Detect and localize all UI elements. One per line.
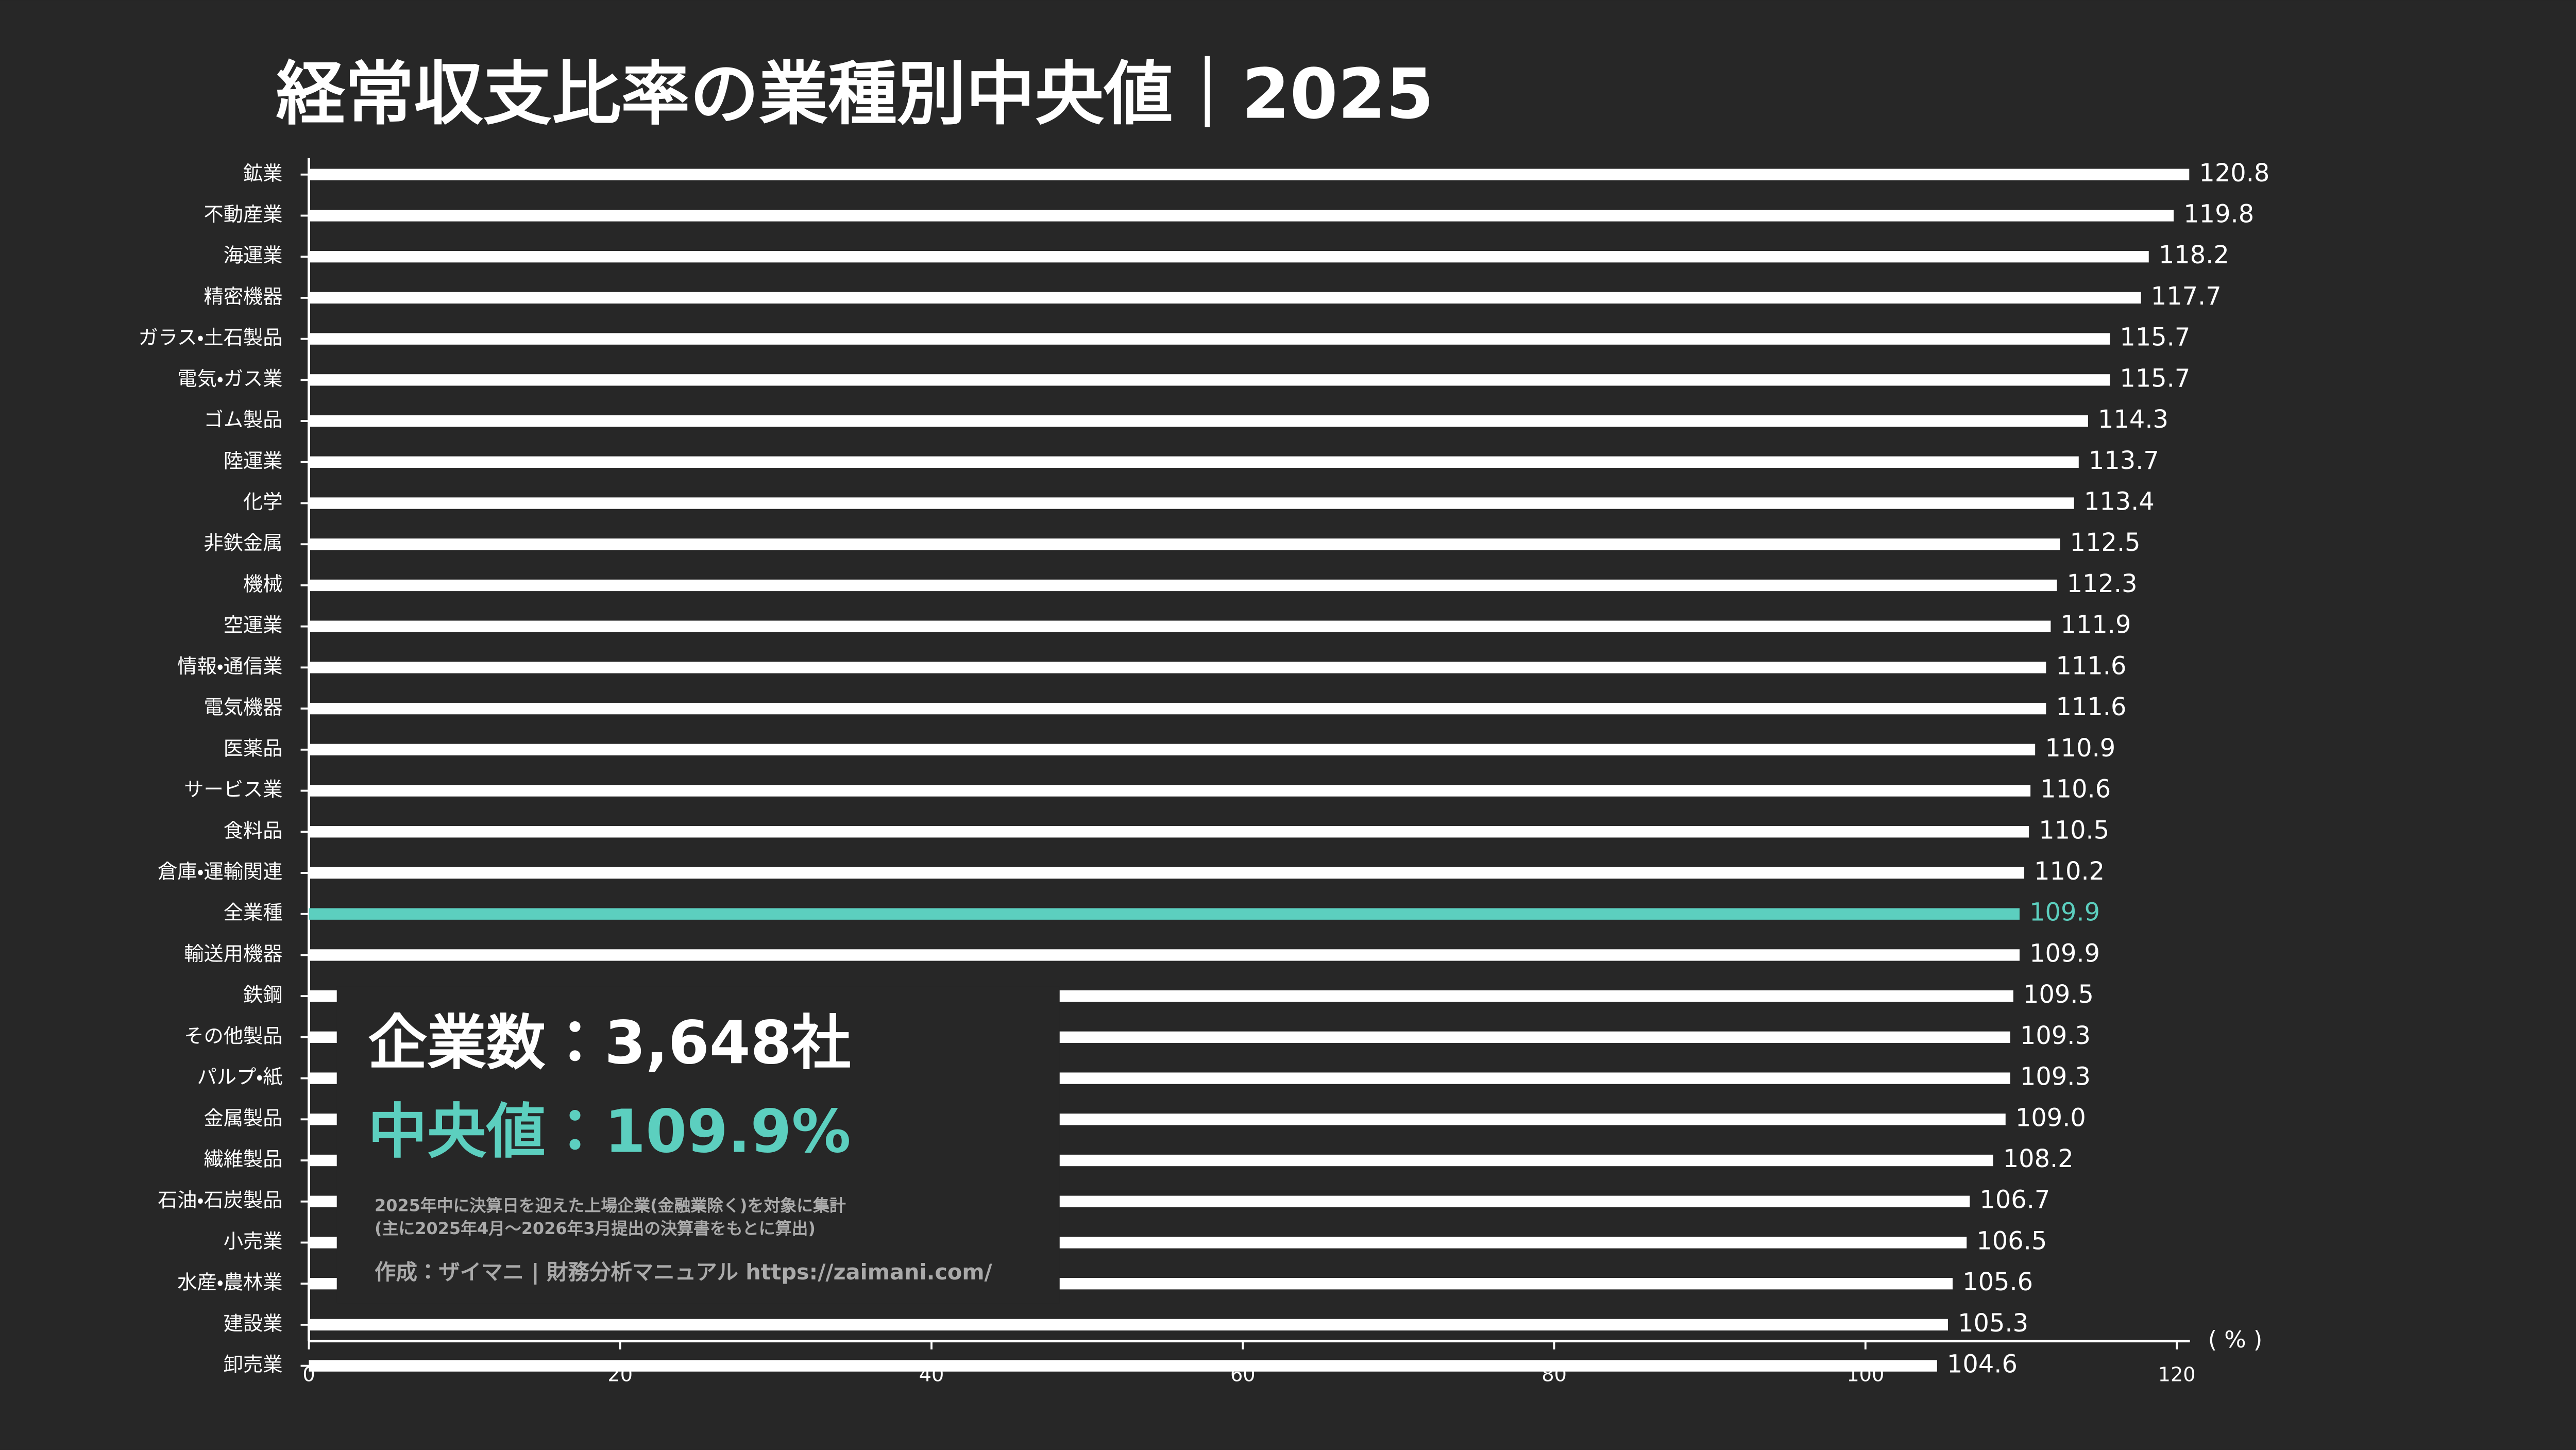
y-tick-label: 小売業: [224, 1230, 283, 1253]
value-label: 112.5: [2070, 529, 2141, 557]
bar: [309, 538, 2060, 550]
value-label: 106.5: [1976, 1227, 2047, 1255]
value-label: 109.9: [2029, 899, 2100, 927]
y-tick-label: サービス業: [184, 778, 282, 801]
value-label: 115.7: [2120, 364, 2190, 393]
value-label: 111.6: [2056, 652, 2126, 680]
note: (主に2025年4月〜2026年3月提出の決算書をもとに算出): [375, 1219, 816, 1238]
median-label: 中央値：109.9%: [368, 1097, 851, 1166]
y-tick-label: 陸運業: [224, 449, 283, 473]
bar: [309, 497, 2074, 509]
bar: [309, 662, 2046, 673]
y-tick-label: 電気・ガス業: [177, 367, 282, 391]
bar: [309, 826, 2029, 838]
y-tick-label: 全業種: [224, 901, 283, 924]
bar: [309, 292, 2141, 304]
bar: [309, 210, 2174, 222]
y-tick-label: ガラス・土石製品: [138, 326, 282, 349]
y-tick-label: 石油・石炭製品: [158, 1189, 283, 1212]
y-tick-label: 情報・通信業: [177, 655, 282, 678]
value-label: 105.3: [1958, 1309, 2028, 1338]
value-label: 111.6: [2056, 693, 2126, 721]
company-count: 企業数：3,648社: [368, 1008, 851, 1077]
x-axis-label: ( % ): [2208, 1326, 2263, 1353]
bar: [309, 949, 2020, 961]
value-label: 109.0: [2015, 1104, 2086, 1132]
value-label: 110.5: [2039, 816, 2109, 845]
y-tick-label: 鉱業: [243, 162, 283, 185]
y-tick-label: ゴム製品: [204, 409, 282, 432]
y-tick-label: 空運業: [224, 614, 283, 637]
y-tick-label: 建設業: [224, 1312, 283, 1335]
value-label: 114.3: [2098, 406, 2168, 434]
y-tick-label: 金属製品: [204, 1107, 282, 1130]
bar: [309, 1360, 1937, 1372]
value-label: 104.6: [1947, 1351, 2018, 1379]
value-label: 115.7: [2120, 324, 2190, 352]
y-tick-label: 卸売業: [224, 1353, 283, 1376]
value-label: 109.3: [2020, 1063, 2091, 1091]
bar: [309, 456, 2079, 468]
bar: [309, 333, 2110, 345]
value-label: 110.2: [2034, 857, 2105, 886]
bar: [309, 374, 2110, 386]
bar: [309, 867, 2025, 879]
y-tick-label: 鉄鋼: [243, 984, 283, 1007]
value-label: 119.8: [2183, 200, 2254, 228]
bar: [309, 620, 2051, 632]
bar: [309, 908, 2020, 920]
bar: [309, 785, 2031, 797]
note: 2025年中に決算日を迎えた上場企業(金融業除く)を対象に集計: [375, 1195, 846, 1215]
value-label: 105.6: [1962, 1268, 2033, 1296]
bar: [309, 251, 2149, 263]
value-label: 117.7: [2151, 282, 2222, 311]
y-tick-label: 倉庫・運輸関連: [158, 860, 283, 883]
y-tick-label: 不動産業: [204, 203, 282, 226]
value-label: 113.7: [2089, 447, 2159, 475]
bar: [309, 415, 2088, 427]
value-label: 110.6: [2040, 775, 2111, 804]
y-tick-label: 電気機器: [204, 696, 282, 719]
y-tick-label: 非鉄金属: [204, 532, 282, 555]
info-panel: [336, 986, 1060, 1304]
value-label: 111.9: [2061, 611, 2131, 639]
y-tick-label: 海運業: [224, 244, 283, 267]
value-label: 120.8: [2199, 159, 2269, 188]
y-tick-label: 食料品: [224, 819, 283, 842]
value-label: 109.9: [2029, 939, 2100, 968]
value-label: 108.2: [2003, 1145, 2074, 1173]
y-tick-label: パルプ・紙: [197, 1066, 282, 1089]
chart-title: 経常収支比率の業種別中央値｜2025: [276, 54, 1434, 134]
value-label: 113.4: [2084, 488, 2155, 516]
y-tick-label: 水産・農林業: [177, 1271, 282, 1294]
y-tick-label: 繊維製品: [204, 1148, 282, 1171]
value-label: 106.7: [1979, 1186, 2050, 1215]
bar: [309, 702, 2046, 715]
y-tick-label: 機械: [243, 572, 283, 596]
y-tick-label: 化学: [243, 491, 283, 514]
value-label: 110.9: [2045, 734, 2115, 763]
bar: [309, 1319, 1948, 1331]
y-tick-label: 精密機器: [204, 285, 282, 308]
y-tick-label: 輸送用機器: [184, 942, 282, 966]
value-label: 112.3: [2067, 570, 2138, 598]
value-label: 109.3: [2020, 1022, 2091, 1050]
bar: [309, 579, 2057, 592]
y-tick-label: その他製品: [184, 1024, 282, 1048]
credit: 作成：ザイマニ | 財務分析マニュアル https://zaimani.com/: [375, 1260, 993, 1285]
value-label: 118.2: [2159, 241, 2229, 269]
y-tick-label: 医薬品: [224, 737, 283, 760]
bar: [309, 744, 2036, 755]
value-label: 109.5: [2023, 981, 2094, 1009]
bar: [309, 168, 2190, 180]
x-tick-label: 120: [2158, 1363, 2196, 1386]
